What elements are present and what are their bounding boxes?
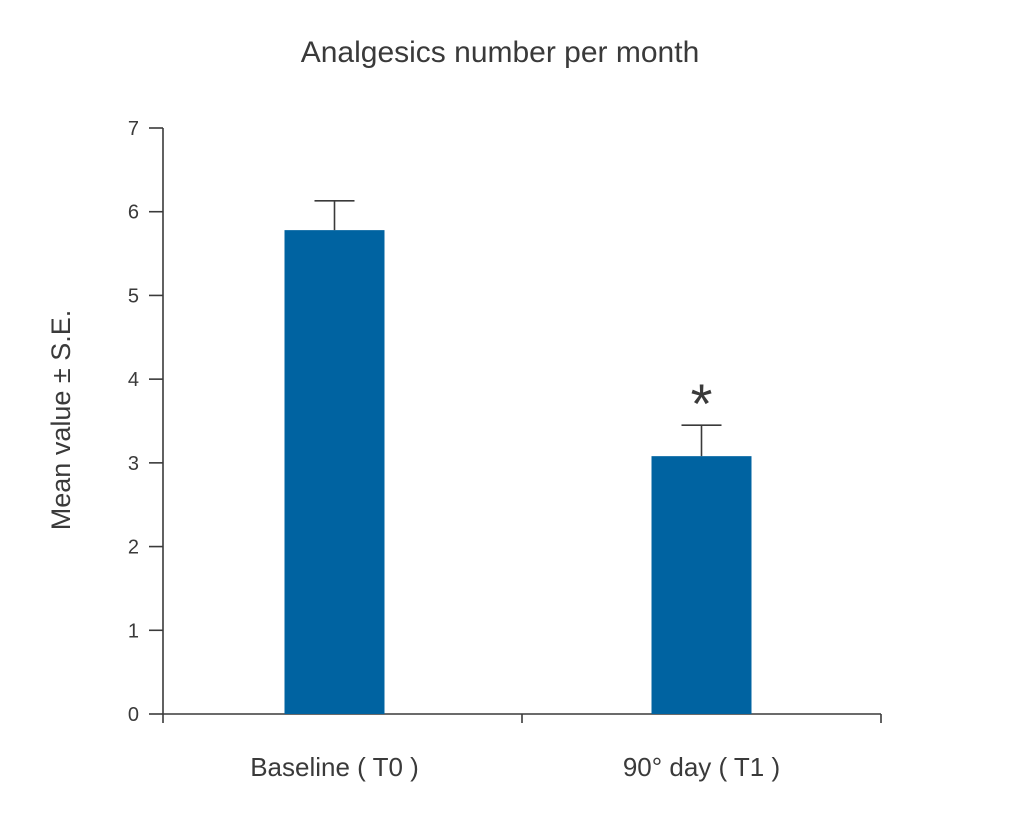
y-ticks: 0 1 2 3 4 5 6 7 [128,118,163,726]
error-bars [314,200,722,457]
annotations: * [691,372,713,435]
y-tick-label: 1 [128,620,139,642]
significance-marker: * [691,372,713,435]
category-labels: Baseline ( T0 ) 90° day ( T1 ) [250,752,780,782]
y-tick-label: 3 [128,453,139,475]
x-category-label: 90° day ( T1 ) [623,752,780,782]
y-tick-label: 7 [128,118,139,140]
y-tick-label: 6 [128,202,139,224]
y-tick-label: 2 [128,537,139,559]
y-axis-label: Mean value ± S.E. [46,310,76,530]
chart-title: Analgesics number per month [301,36,700,69]
y-tick-label: 0 [128,704,139,726]
x-category-label: Baseline ( T0 ) [250,752,419,782]
y-tick-label: 4 [128,369,139,391]
bar [651,456,752,714]
x-ticks [162,714,882,723]
bars [284,230,752,715]
y-tick-label: 5 [128,285,139,307]
bar [284,230,385,715]
